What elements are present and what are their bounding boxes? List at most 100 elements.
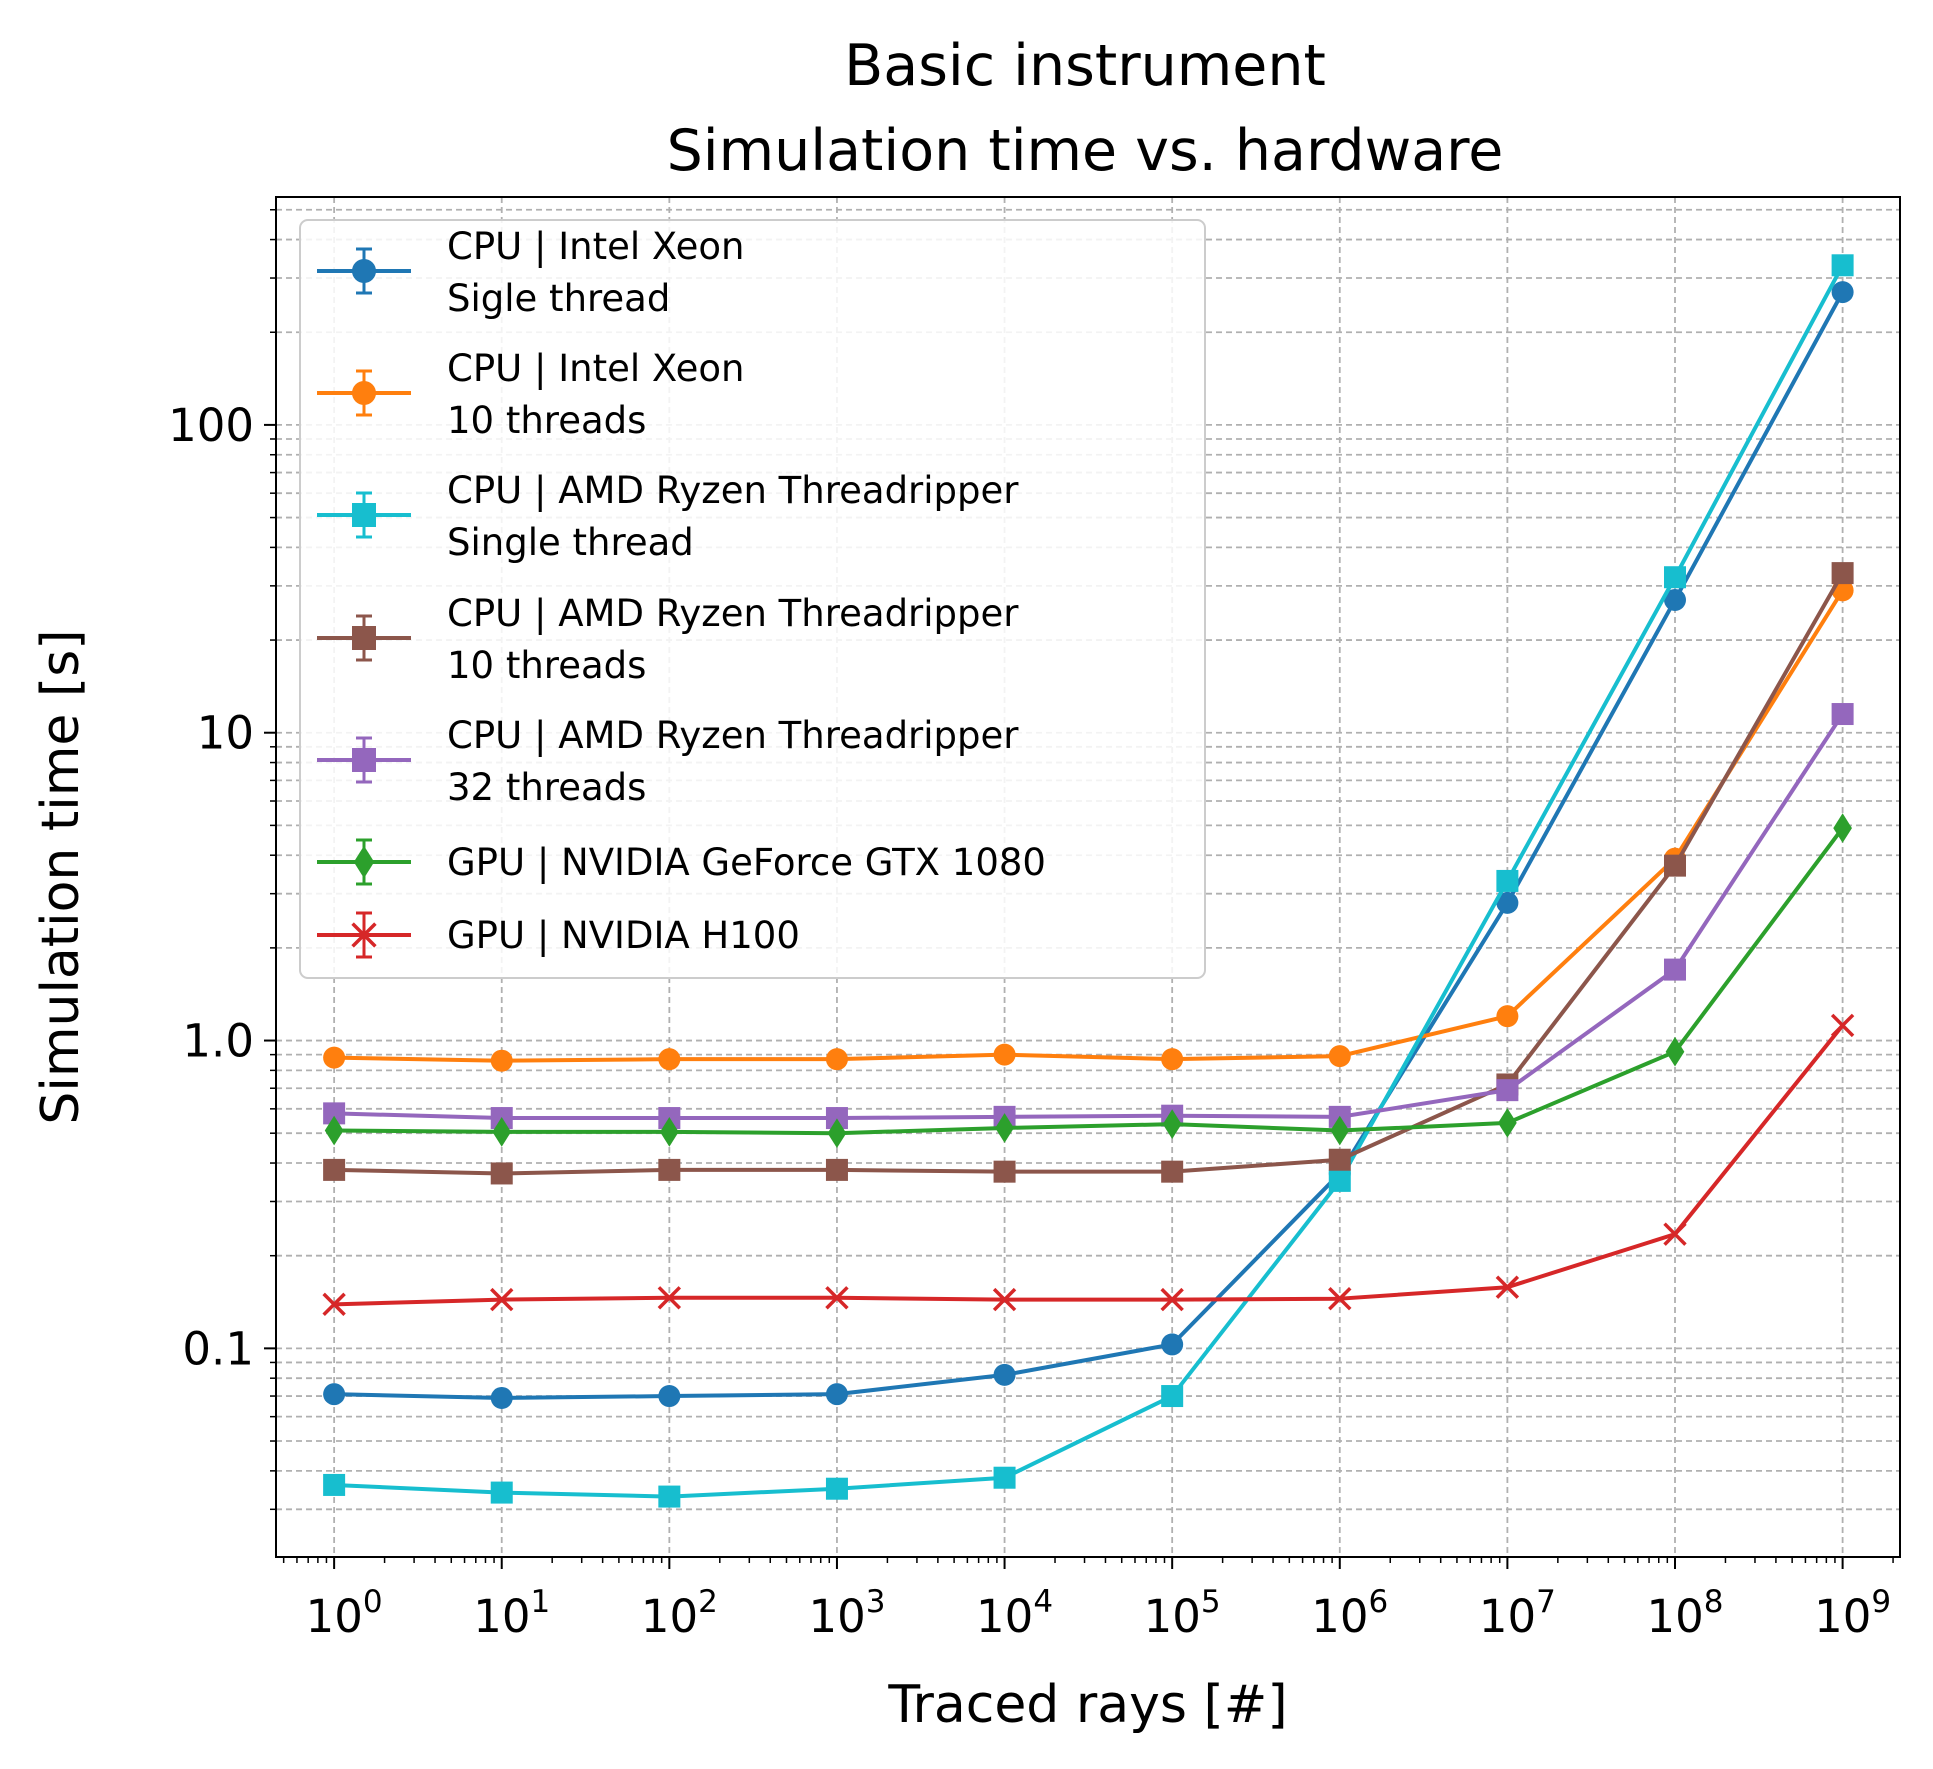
series-6-point-5-stroke-b xyxy=(1160,1287,1184,1312)
x-tick-label-1: 101 xyxy=(473,1584,550,1643)
x-tick-label-base: 10 xyxy=(808,1590,865,1643)
series-5-point-3 xyxy=(827,1118,847,1149)
legend-marker-2 xyxy=(352,503,376,527)
series-0-point-2 xyxy=(658,1385,681,1408)
series-6-point-3-stroke-b xyxy=(825,1286,849,1310)
x-tick-label-base: 10 xyxy=(1311,1590,1368,1643)
series-2-line xyxy=(334,264,1845,1499)
chart-title-line-2: Simulation time vs. hardware xyxy=(667,118,1504,184)
series-3-point-1 xyxy=(490,1162,513,1185)
series-3-point-5 xyxy=(1161,1160,1184,1183)
series-1-point-5 xyxy=(1161,1048,1184,1071)
legend-label-4-line-1: CPU | AMD Ryzen Threadripper xyxy=(447,714,1019,757)
series-5-point-7 xyxy=(1498,1108,1517,1138)
legend-entry-0: CPU | Intel Xeon Sigle thread xyxy=(317,225,744,320)
series-6-point-7 xyxy=(1495,1275,1520,1299)
series-6-point-2-stroke-b xyxy=(657,1286,682,1310)
series-4 xyxy=(323,703,1854,1130)
series-0-point-1 xyxy=(490,1386,513,1409)
x-tick-label-0: 100 xyxy=(306,1584,383,1643)
series-6-point-5 xyxy=(1160,1287,1184,1312)
x-tick-label-base: 10 xyxy=(1479,1590,1536,1643)
y-axis-label: Simulation time [s] xyxy=(31,629,91,1124)
series-1-point-3 xyxy=(825,1048,848,1071)
y-tick-label-0: 0.1 xyxy=(182,1322,254,1375)
x-tick-label-base: 10 xyxy=(1814,1590,1871,1643)
x-tick-label-base: 10 xyxy=(976,1590,1033,1643)
legend-label-1-line-2: 10 threads xyxy=(447,399,646,442)
series-1-line xyxy=(334,589,1845,1063)
chart-title-line-1: Basic instrument xyxy=(844,33,1326,99)
legend-entry-1: CPU | Intel Xeon 10 threads xyxy=(317,347,744,442)
x-tick-label-base: 10 xyxy=(473,1590,530,1643)
series-6-point-9 xyxy=(1830,1013,1855,1038)
series-0-point-3 xyxy=(825,1383,848,1406)
series-5-point-2 xyxy=(659,1117,679,1147)
series-3-point-8 xyxy=(1663,854,1686,877)
legend-label-5: GPU | NVIDIA GeForce GTX 1080 xyxy=(447,841,1046,884)
legend-marker-4 xyxy=(352,748,376,772)
legend-label-0-line-2: Sigle thread xyxy=(447,277,670,320)
series-2 xyxy=(323,254,1854,1508)
series-4-point-0 xyxy=(323,1102,346,1125)
series-6-point-6-stroke-b xyxy=(1328,1287,1352,1311)
series-6-point-1-stroke-b xyxy=(490,1287,514,1312)
legend-label-3-line-1: CPU | AMD Ryzen Threadripper xyxy=(447,592,1019,635)
series-6-point-1 xyxy=(490,1287,514,1312)
legend-frame xyxy=(299,219,1206,979)
series-1-point-4 xyxy=(993,1043,1016,1066)
legend-marker-1 xyxy=(352,381,376,405)
series-6-point-4 xyxy=(992,1287,1017,1312)
legend-entry-6: GPU | NVIDIA H100 xyxy=(317,911,800,959)
series-5-point-5 xyxy=(1162,1109,1182,1140)
x-tick-label-8: 108 xyxy=(1646,1584,1723,1643)
series-4-point-3 xyxy=(825,1107,848,1130)
x-tick-label-exp: 4 xyxy=(1033,1584,1053,1620)
series-2-point-6 xyxy=(1328,1169,1351,1192)
x-tick-label-exp: 5 xyxy=(1201,1584,1221,1620)
series-2-point-4 xyxy=(993,1466,1016,1489)
series-5-point-1 xyxy=(492,1117,512,1147)
series-3-point-6 xyxy=(1328,1148,1351,1171)
series-6-point-8 xyxy=(1663,1222,1687,1246)
series-0-point-9 xyxy=(1831,281,1854,304)
series-4-line xyxy=(334,712,1845,1121)
series-6-point-7-stroke-b xyxy=(1495,1275,1520,1299)
series-4-point-8 xyxy=(1663,958,1686,981)
legend-label-6: GPU | NVIDIA H100 xyxy=(447,914,800,957)
series-1 xyxy=(323,579,1854,1072)
x-tick-label-4: 104 xyxy=(976,1584,1053,1643)
legend-label-0-line-1: CPU | Intel Xeon xyxy=(447,225,744,268)
series-6-point-8-stroke-b xyxy=(1663,1222,1687,1246)
x-tick-label-5: 105 xyxy=(1144,1584,1221,1643)
series-0-point-0 xyxy=(323,1383,346,1406)
series-6-point-0 xyxy=(322,1292,346,1317)
series-2-point-3 xyxy=(825,1477,848,1500)
x-tick-label-exp: 2 xyxy=(698,1584,718,1620)
x-tick-label-exp: 7 xyxy=(1536,1584,1556,1620)
series-2-point-2 xyxy=(658,1485,681,1508)
series-2-point-7 xyxy=(1496,869,1519,892)
series-0-point-5 xyxy=(1161,1333,1184,1356)
legend-label-2-line-1: CPU | AMD Ryzen Threadripper xyxy=(447,469,1019,512)
x-tick-label-3: 103 xyxy=(808,1584,885,1643)
legend-marker-6-stroke-b xyxy=(351,922,377,948)
series-1-point-2 xyxy=(658,1048,681,1071)
series-0-point-7 xyxy=(1496,891,1519,914)
y-tick-label-1: 1.0 xyxy=(182,1015,254,1068)
series-6-line xyxy=(334,1024,1845,1307)
series-6-point-4-stroke-b xyxy=(992,1287,1017,1312)
x-tick-label-base: 10 xyxy=(306,1590,363,1643)
series-6-point-3 xyxy=(825,1286,849,1310)
x-tick-label-exp: 6 xyxy=(1369,1584,1389,1620)
legend-label-1-line-1: CPU | Intel Xeon xyxy=(447,347,744,390)
series-6 xyxy=(322,1013,1855,1317)
x-tick-label-7: 107 xyxy=(1479,1584,1556,1643)
series-3-point-0 xyxy=(323,1158,346,1181)
series-1-point-0 xyxy=(323,1046,346,1069)
series-0-point-8 xyxy=(1663,588,1686,611)
series-2-point-0 xyxy=(323,1473,346,1496)
series-1-point-1 xyxy=(490,1049,513,1072)
series-3-point-4 xyxy=(993,1160,1016,1183)
